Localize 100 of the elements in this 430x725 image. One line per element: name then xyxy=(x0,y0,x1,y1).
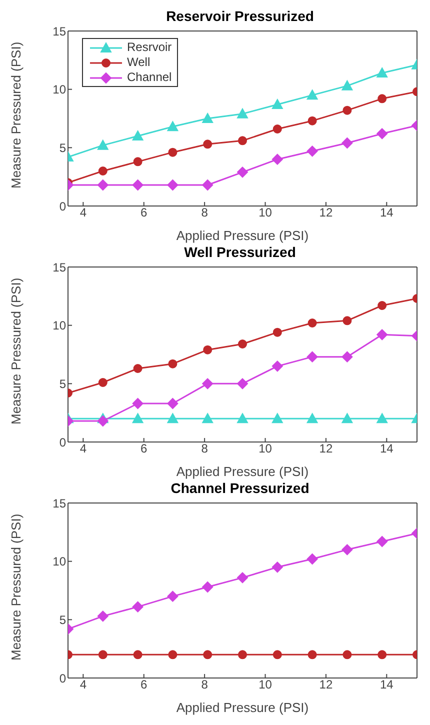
x-tick-label: 4 xyxy=(80,442,87,456)
point xyxy=(132,398,144,409)
point xyxy=(168,359,178,368)
point xyxy=(167,398,178,409)
y-tick-label: 10 xyxy=(52,82,66,97)
point xyxy=(237,378,248,390)
point xyxy=(97,610,108,622)
x-tick-label: 10 xyxy=(258,678,272,692)
y-tick-label: 0 xyxy=(59,435,66,450)
point xyxy=(202,582,214,592)
point xyxy=(272,360,283,372)
point xyxy=(378,94,387,104)
point xyxy=(238,136,247,146)
point xyxy=(237,166,248,178)
y-tick-label: 10 xyxy=(52,554,66,569)
x-tick-label: 8 xyxy=(201,442,208,456)
x-tick-label: 12 xyxy=(319,678,333,692)
point xyxy=(272,99,283,109)
point xyxy=(342,544,353,556)
x-tick-label: 6 xyxy=(140,206,148,220)
point xyxy=(306,413,318,424)
point xyxy=(376,329,388,340)
point xyxy=(342,316,352,326)
legend-label: Well xyxy=(127,55,150,70)
point xyxy=(237,413,248,424)
legend-label: Resrvoir xyxy=(127,40,172,55)
y-tick-label: 0 xyxy=(59,671,66,686)
point xyxy=(376,68,388,78)
y-tick-label: 5 xyxy=(59,612,66,627)
point xyxy=(203,140,212,149)
point xyxy=(272,328,282,337)
x-tick-label: 8 xyxy=(201,206,208,220)
x-tick-label: 6 xyxy=(140,442,148,456)
point xyxy=(167,590,178,602)
point xyxy=(168,148,178,157)
point xyxy=(342,351,353,362)
point xyxy=(237,108,248,118)
point xyxy=(238,340,247,348)
x-tick-label: 14 xyxy=(380,206,394,220)
point xyxy=(132,601,144,612)
x-tick-label: 10 xyxy=(258,442,272,456)
point xyxy=(202,378,214,390)
x-tick-label: 10 xyxy=(258,206,272,220)
point xyxy=(342,650,352,660)
legend-label: Channel xyxy=(127,70,172,85)
point xyxy=(132,180,144,190)
point xyxy=(376,413,388,424)
x-tick-label: 14 xyxy=(380,442,394,456)
point xyxy=(167,121,178,132)
point xyxy=(202,113,214,123)
x-tick-label: 4 xyxy=(80,678,87,692)
point xyxy=(132,413,144,424)
point xyxy=(306,554,318,564)
x-tick-label: 6 xyxy=(140,678,148,692)
chart-title: Reservoir Pressurized xyxy=(165,8,315,26)
y-tick-label: 10 xyxy=(52,318,66,333)
point xyxy=(306,90,318,100)
point xyxy=(97,180,108,190)
x-axis-title: Applied Pressure (PSI) xyxy=(176,464,309,479)
point xyxy=(98,166,108,176)
x-tick-label: 8 xyxy=(201,678,208,692)
point xyxy=(97,140,108,150)
point xyxy=(272,124,282,134)
y-tick-label: 15 xyxy=(52,24,66,38)
point xyxy=(167,180,178,190)
point xyxy=(272,413,283,424)
y-tick-label: 5 xyxy=(59,376,66,391)
point xyxy=(342,80,353,90)
y-tick-label: 5 xyxy=(59,140,66,155)
point xyxy=(98,650,108,660)
x-axis-title: Applied Pressure (PSI) xyxy=(176,228,309,243)
point xyxy=(306,351,318,362)
chart-title: Channel Pressurized xyxy=(170,480,310,498)
point xyxy=(306,146,318,157)
y-axis-title: Measure Pressured (PSI) xyxy=(8,42,24,188)
point xyxy=(308,650,317,660)
point xyxy=(237,572,248,584)
y-tick-label: 0 xyxy=(59,199,66,214)
point xyxy=(308,318,317,328)
x-tick-label: 12 xyxy=(319,442,333,456)
x-tick-label: 4 xyxy=(80,206,87,220)
point xyxy=(132,130,144,140)
point xyxy=(376,536,388,547)
point xyxy=(342,413,353,424)
point xyxy=(133,364,142,373)
point xyxy=(203,345,212,354)
x-tick-label: 12 xyxy=(319,206,333,220)
point xyxy=(202,180,214,190)
y-axis-title: Measure Pressured (PSI) xyxy=(8,514,24,660)
point xyxy=(133,157,142,166)
y-tick-label: 15 xyxy=(52,496,66,510)
point xyxy=(376,128,388,140)
x-axis-title: Applied Pressure (PSI) xyxy=(176,700,309,715)
point xyxy=(378,650,387,660)
chart-title: Well Pressurized xyxy=(183,244,297,262)
point xyxy=(167,413,178,424)
point xyxy=(342,138,353,148)
point xyxy=(272,154,283,165)
point xyxy=(98,378,108,387)
point xyxy=(238,650,247,660)
